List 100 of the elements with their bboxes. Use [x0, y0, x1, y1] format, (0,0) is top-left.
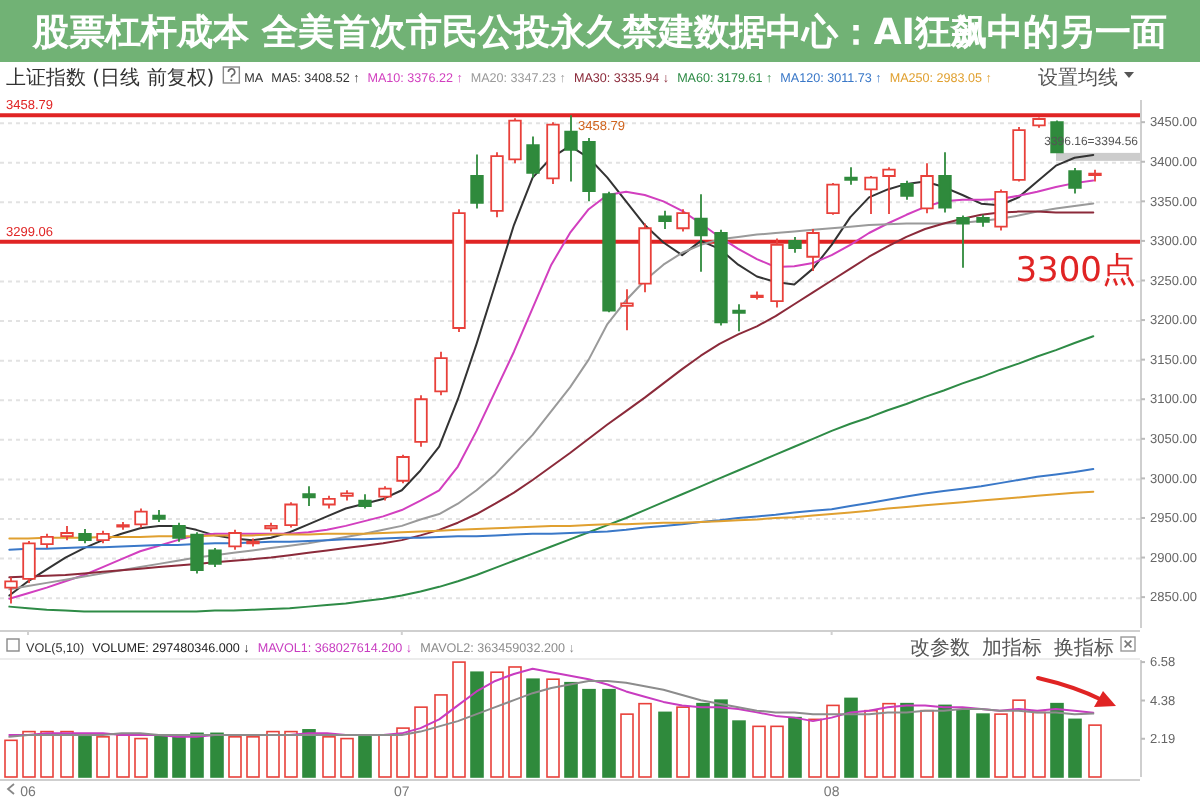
text: 换指标 [1054, 636, 1114, 660]
bar [696, 702, 710, 778]
candlestick [676, 208, 690, 233]
candlestick [564, 114, 578, 183]
candlestick [508, 117, 522, 165]
bar [956, 709, 970, 778]
candlestick [732, 303, 746, 333]
candlestick [546, 121, 560, 185]
candlestick [920, 162, 934, 215]
candlestick [302, 485, 316, 507]
candlestick [750, 290, 764, 301]
bar [154, 736, 168, 778]
bar [378, 734, 392, 778]
candlestick [378, 485, 392, 502]
bar [994, 713, 1008, 778]
bar [564, 681, 578, 778]
bar [602, 688, 616, 778]
candlestick [414, 394, 428, 448]
candlestick [396, 453, 410, 485]
candlestick [526, 135, 540, 179]
candlestick [994, 188, 1008, 232]
candlestick [938, 151, 952, 214]
bar [1032, 711, 1046, 778]
candlestick [22, 540, 36, 584]
text: 改参数 [910, 636, 970, 660]
candlestick [770, 237, 784, 309]
bar [434, 694, 448, 778]
bar [134, 737, 148, 778]
candlestick [956, 214, 970, 269]
bar [1012, 699, 1026, 778]
bar [546, 678, 560, 778]
bar [788, 716, 802, 778]
candlestick [152, 509, 166, 523]
line-series [8, 679, 1095, 738]
candlestick [788, 236, 802, 254]
candlestick [882, 166, 896, 215]
candlestick [806, 228, 820, 272]
chart-subtitle: 上证指数 (日线 前复权) [6, 66, 215, 90]
candlestick [864, 175, 878, 215]
candlestick [976, 213, 990, 228]
bar [210, 732, 224, 778]
candlestick [470, 153, 484, 210]
bar [976, 713, 990, 778]
bar [302, 729, 316, 778]
candlestick [228, 528, 242, 551]
candlestick [1012, 126, 1026, 183]
candlestick [582, 137, 596, 203]
candlestick [60, 524, 74, 542]
bar [4, 739, 18, 778]
bar [116, 734, 130, 778]
bar [1050, 702, 1064, 778]
bar [1068, 718, 1082, 778]
line-series [8, 335, 1095, 613]
bar [22, 730, 36, 778]
bar [284, 730, 298, 778]
candlestick [172, 521, 186, 543]
candlestick [1088, 168, 1102, 183]
bar [638, 702, 652, 778]
bar [78, 736, 92, 778]
bar [190, 732, 204, 778]
bar [1088, 724, 1102, 778]
candlestick [602, 190, 616, 314]
candlestick [1032, 116, 1046, 129]
bar [490, 671, 504, 778]
bar [228, 736, 242, 778]
bar [40, 730, 54, 778]
candlestick [658, 209, 672, 230]
bar [340, 737, 354, 778]
bar [96, 736, 110, 778]
candlestick [694, 193, 708, 273]
candlestick [190, 531, 204, 575]
candlestick [826, 182, 840, 216]
bar [322, 736, 336, 778]
bar [582, 688, 596, 778]
candlestick [900, 179, 914, 201]
bar [658, 711, 672, 778]
bar [770, 725, 784, 778]
bar [620, 713, 634, 778]
bar [808, 718, 822, 778]
bar [900, 702, 914, 778]
line-series [8, 490, 1095, 540]
candlestick [208, 547, 222, 568]
bar [470, 671, 484, 778]
bar [358, 736, 372, 778]
candlestick [434, 350, 448, 397]
candlestick [322, 494, 336, 510]
candlestick [78, 528, 92, 545]
candlestick [638, 222, 652, 294]
candlestick [134, 507, 148, 529]
bar [714, 699, 728, 778]
candlestick [284, 501, 298, 529]
bar [676, 706, 690, 778]
bar [246, 736, 260, 778]
bar [920, 709, 934, 778]
chart-title: 股票杠杆成本 全美首次市民公投永久禁建数据中心：AI狂飙中的另一面 [31, 12, 1167, 54]
bar [508, 666, 522, 778]
candlestick [358, 493, 372, 510]
candlestick [340, 489, 354, 502]
bar [266, 730, 280, 778]
line-series [8, 468, 1095, 551]
